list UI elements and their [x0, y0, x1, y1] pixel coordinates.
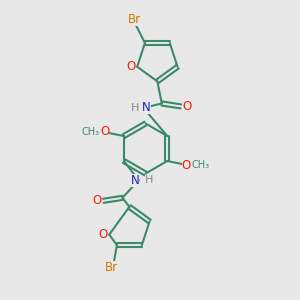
- Text: O: O: [100, 125, 110, 138]
- Text: Br: Br: [128, 13, 141, 26]
- Text: H: H: [145, 175, 153, 185]
- Text: O: O: [183, 100, 192, 113]
- Text: N: N: [131, 174, 140, 187]
- Text: O: O: [126, 60, 135, 73]
- Text: O: O: [182, 159, 191, 172]
- Text: H: H: [131, 103, 140, 113]
- Text: N: N: [142, 101, 151, 114]
- Text: O: O: [98, 228, 107, 241]
- Text: Br: Br: [104, 261, 118, 274]
- Text: CH₃: CH₃: [82, 127, 100, 136]
- Text: CH₃: CH₃: [191, 160, 209, 170]
- Text: O: O: [92, 194, 101, 207]
